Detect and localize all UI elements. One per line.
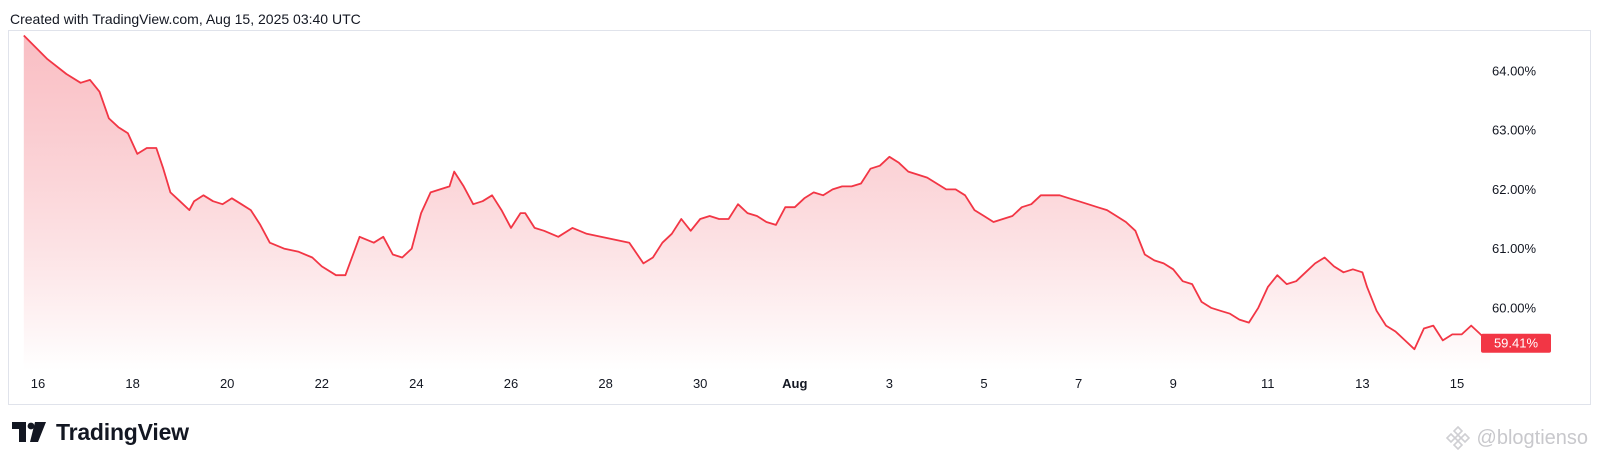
price-chart[interactable]: 64.00% 63.00% 62.00% 61.00% 60.00% 16 18 20 22 2… [0, 0, 1600, 410]
x-tick-label: 5 [980, 376, 987, 391]
x-tick-label: 16 [31, 376, 45, 391]
tradingview-brand[interactable]: TradingView [12, 418, 189, 446]
chart-creation-caption: Created with TradingView.com, Aug 15, 20… [10, 11, 361, 27]
y-tick-label: 60.00% [1492, 300, 1537, 315]
x-tick-label: 11 [1261, 376, 1275, 391]
x-axis: 16 18 20 22 24 26 28 30 Aug 3 5 7 9 11 13 15 [31, 376, 1464, 391]
x-tick-label: 13 [1355, 376, 1369, 391]
brand-name: TradingView [56, 418, 189, 445]
y-tick-label: 62.00% [1492, 182, 1537, 197]
x-tick-label: 18 [125, 376, 139, 391]
x-tick-label: Aug [782, 376, 807, 391]
y-axis: 64.00% 63.00% 62.00% 61.00% 60.00% [1492, 64, 1537, 316]
x-tick-label: 7 [1075, 376, 1082, 391]
x-tick-label: 26 [504, 376, 518, 391]
watermark-text: @blogtienso [1476, 426, 1588, 449]
chart-frame [8, 30, 1591, 405]
x-tick-label: 30 [693, 376, 707, 391]
x-tick-label: 20 [220, 376, 234, 391]
y-tick-label: 63.00% [1492, 123, 1537, 138]
series-area-fill [23, 35, 1491, 370]
x-tick-label: 22 [315, 376, 329, 391]
x-tick-label: 9 [1170, 376, 1177, 391]
last-value-label: 59.41% [1494, 336, 1539, 351]
watermark: @blogtienso [1445, 425, 1588, 451]
x-tick-label: 3 [886, 376, 893, 391]
x-tick-label: 28 [598, 376, 612, 391]
x-tick-label: 15 [1450, 376, 1464, 391]
series-line [23, 34, 1491, 351]
tradingview-logo-icon [12, 422, 46, 442]
binance-diamond-icon [1445, 425, 1470, 451]
y-tick-label: 64.00% [1492, 64, 1537, 79]
x-tick-label: 24 [409, 376, 423, 391]
y-tick-label: 61.00% [1492, 241, 1537, 256]
last-value-badge [1481, 333, 1551, 353]
